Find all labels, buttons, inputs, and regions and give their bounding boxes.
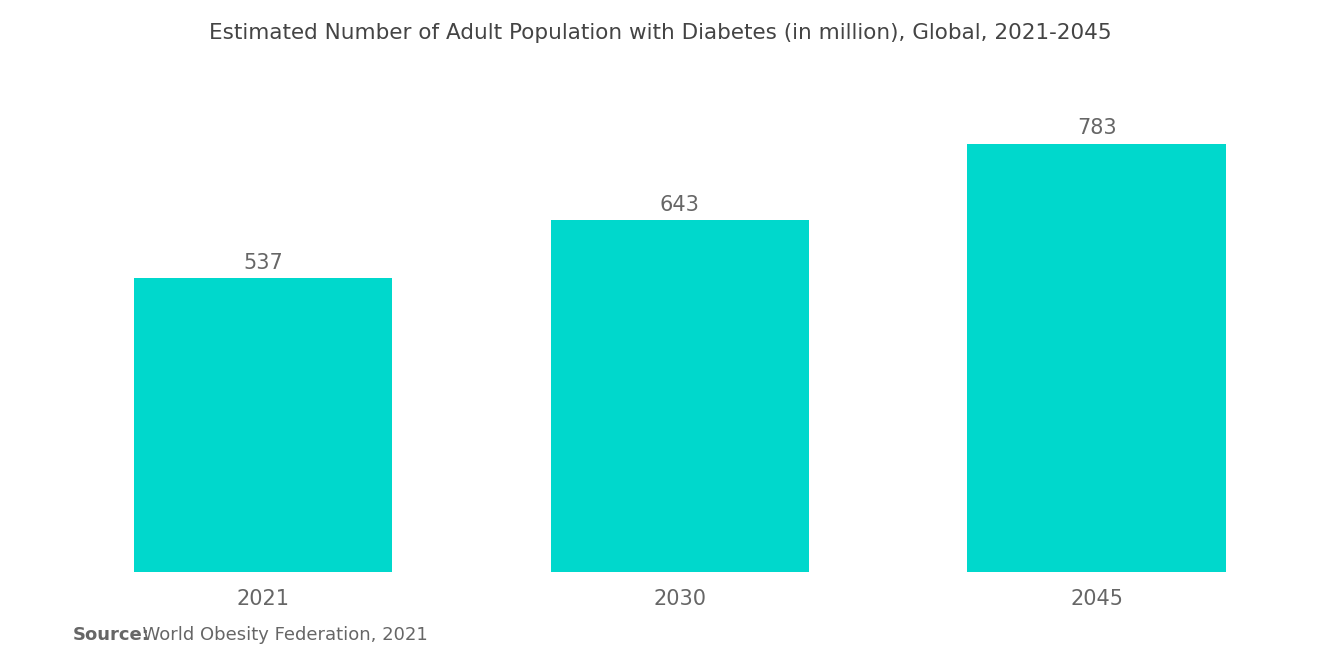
Bar	[133, 278, 392, 572]
Text: 643: 643	[660, 195, 700, 215]
Text: 537: 537	[243, 253, 282, 273]
Text: 783: 783	[1077, 118, 1117, 138]
Text: World Obesity Federation, 2021: World Obesity Federation, 2021	[131, 626, 428, 644]
Text: Estimated Number of Adult Population with Diabetes (in million), Global, 2021-20: Estimated Number of Adult Population wit…	[209, 23, 1111, 43]
Bar	[550, 220, 809, 572]
Text: Source:: Source:	[73, 626, 149, 644]
Bar	[968, 144, 1226, 572]
